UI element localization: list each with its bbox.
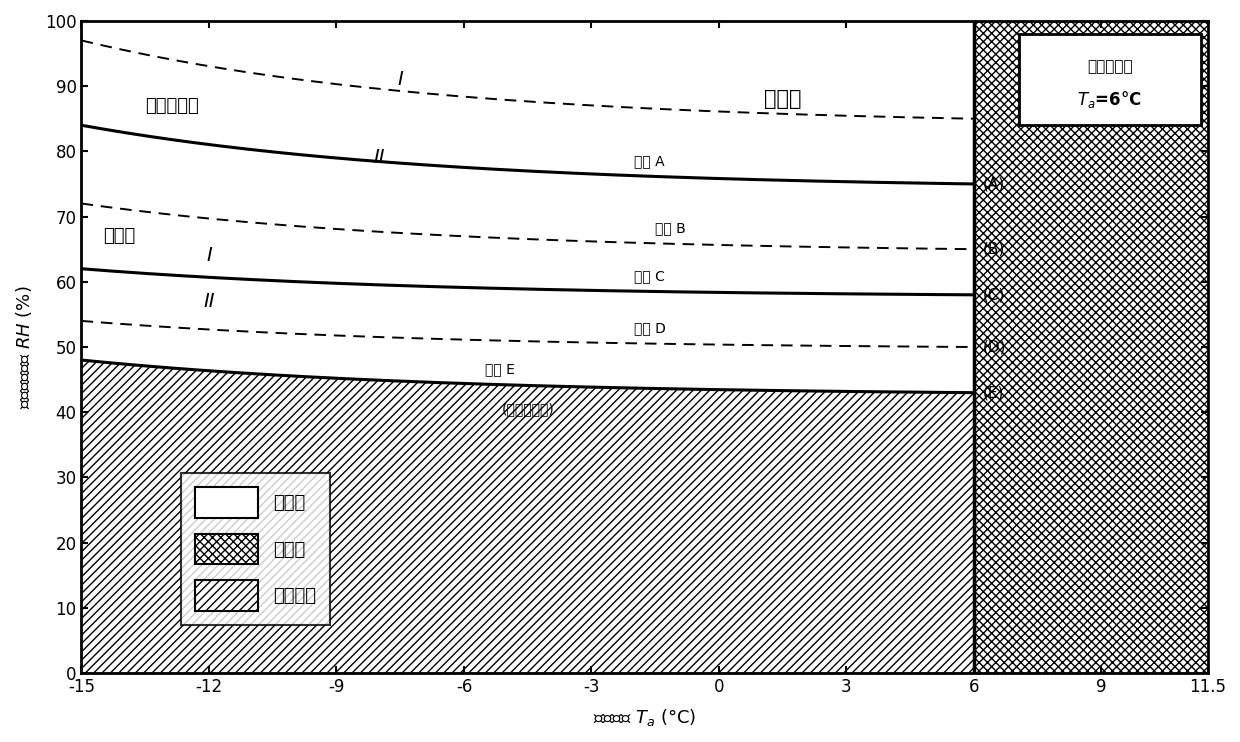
FancyBboxPatch shape — [1018, 34, 1202, 125]
Text: (B): (B) — [982, 242, 1004, 257]
Text: 临界结霜线: 临界结霜线 — [1087, 59, 1132, 74]
Legend: 结霜区, 结露区, 非结霜区: 结霜区, 结露区, 非结霜区 — [181, 473, 330, 625]
Text: I: I — [397, 70, 403, 89]
Text: II: II — [373, 148, 384, 168]
X-axis label: 空气温度 $T_a$ (°C): 空气温度 $T_a$ (°C) — [593, 707, 696, 728]
Text: 轻霜区: 轻霜区 — [103, 227, 135, 245]
Text: 曲线 E: 曲线 E — [485, 362, 515, 376]
Text: 曲线 A: 曲线 A — [634, 154, 665, 168]
Y-axis label: 空气相对湿度 $RH$ (%): 空气相对湿度 $RH$ (%) — [14, 285, 33, 409]
Text: 曲线 B: 曲线 B — [655, 222, 686, 235]
Text: I: I — [206, 246, 212, 265]
Text: II: II — [203, 292, 215, 311]
Text: 重霜区: 重霜区 — [764, 89, 801, 109]
Text: 一般结霜区: 一般结霜区 — [145, 96, 198, 115]
Text: (E): (E) — [982, 385, 1003, 400]
Text: (C): (C) — [982, 287, 1004, 302]
Text: (临界结露线): (临界结露线) — [501, 402, 554, 416]
Text: (D): (D) — [982, 340, 1006, 355]
Text: 曲线 C: 曲线 C — [634, 269, 665, 283]
Text: 曲线 D: 曲线 D — [634, 321, 666, 335]
Text: $\it{T}$$_a$=6°C: $\it{T}$$_a$=6°C — [1078, 88, 1142, 110]
Text: (A): (A) — [982, 177, 1004, 191]
